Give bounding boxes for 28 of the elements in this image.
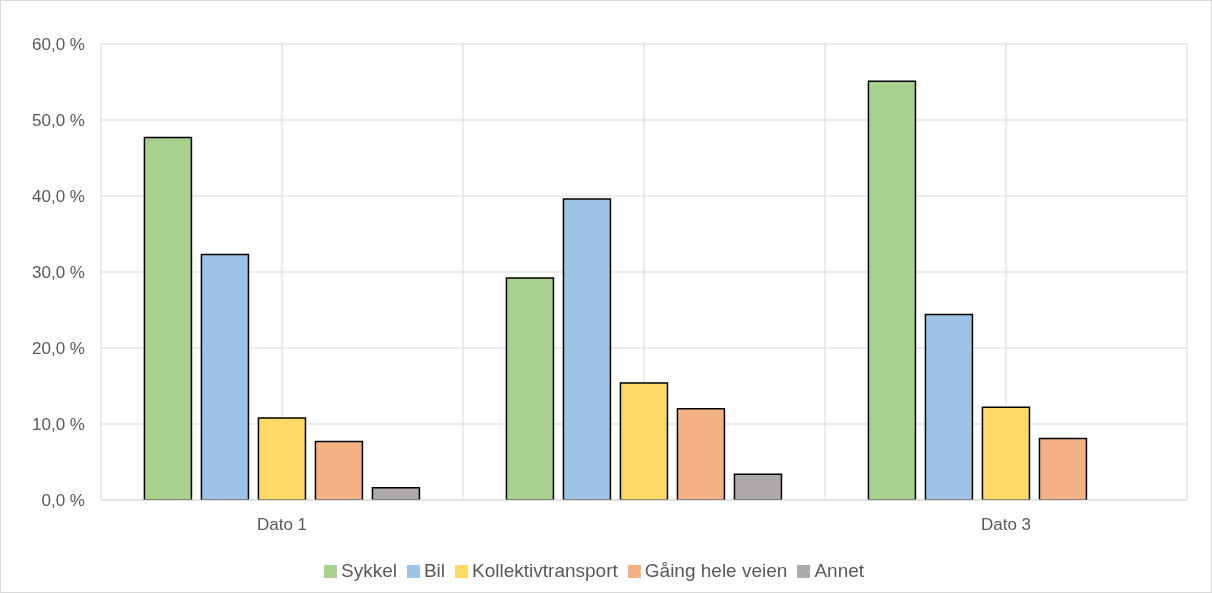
legend-label: Sykkel [340, 560, 397, 581]
bar [562, 198, 612, 500]
y-tick-label: 50,0 % [32, 111, 85, 131]
legend-label: Bil [423, 560, 446, 581]
x-tick-label: Dato 1 [256, 515, 308, 535]
y-tick-label: 10,0 % [32, 415, 85, 435]
y-tick-label: 20,0 % [32, 339, 85, 359]
bar [924, 313, 974, 500]
bar [200, 253, 250, 500]
bar [1038, 437, 1088, 500]
bar [505, 277, 555, 500]
legend-label: Gåing hele veien [644, 560, 788, 581]
y-tick-label: 60,0 % [32, 35, 85, 55]
bar [314, 440, 364, 500]
bar [619, 382, 669, 500]
x-tick-label: Dato 3 [980, 515, 1032, 535]
bar [981, 406, 1031, 500]
y-tick-label: 30,0 % [32, 263, 85, 283]
bar [676, 408, 726, 500]
bar [733, 473, 783, 500]
bar [143, 136, 193, 500]
legend-label: Annet [814, 560, 865, 581]
legend-label: Kollektivtransport [472, 560, 618, 581]
y-tick-label: 0,0 % [41, 491, 85, 511]
y-tick-label: 40,0 % [32, 187, 85, 207]
bar [371, 487, 421, 500]
bar [867, 80, 917, 500]
bar [257, 417, 307, 500]
